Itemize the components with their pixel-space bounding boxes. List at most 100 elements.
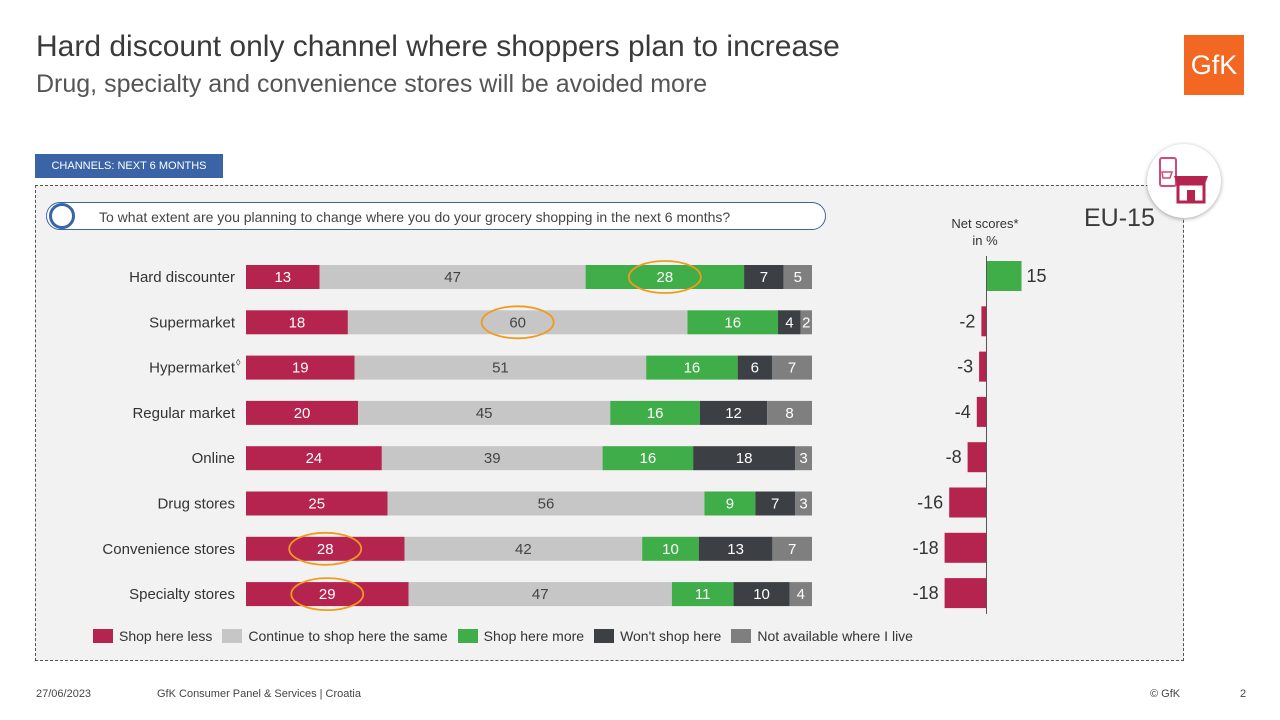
data-label: 28	[656, 269, 673, 286]
net-score-bar	[949, 487, 986, 518]
segment-shop-less	[246, 400, 359, 425]
data-label: 9	[726, 496, 734, 513]
data-label: 39	[484, 450, 501, 467]
segment-wont-shop	[755, 491, 796, 516]
data-label: 5	[794, 269, 802, 286]
net-score-bar	[981, 306, 986, 337]
net-scores-axis	[986, 256, 987, 614]
segment-same	[387, 491, 705, 516]
segment-not-available	[767, 400, 812, 425]
data-label: 13	[727, 541, 744, 558]
segment-more	[602, 446, 694, 471]
footer-copyright: © GfK	[1150, 688, 1181, 700]
segment-more	[687, 310, 779, 335]
legend-item-not-available-where-i-live: Not available where I live	[731, 628, 913, 644]
segment-wont-shop	[693, 446, 796, 471]
legend-label: Won't shop here	[620, 628, 722, 644]
segment-shop-less	[246, 265, 320, 289]
data-label: 29	[319, 586, 336, 603]
category-label: Regular market	[132, 405, 235, 422]
segment-more	[704, 491, 756, 516]
category-label: Drug stores	[157, 496, 235, 513]
segment-same	[404, 536, 643, 561]
data-label: 20	[294, 405, 311, 422]
segment-not-available	[771, 355, 812, 380]
category-superscript: ◊	[236, 358, 241, 368]
gfk-logo: GfK	[1184, 35, 1244, 95]
segment-not-available	[772, 536, 812, 561]
net-score-bar	[987, 261, 1022, 291]
data-label: 12	[725, 405, 742, 422]
segment-not-available	[789, 582, 812, 607]
data-label: 45	[476, 405, 493, 422]
legend-label: Shop here less	[119, 628, 213, 644]
legend-item-shop-here-more: Shop here more	[457, 628, 585, 644]
net-score-label: -18	[913, 538, 939, 558]
net-scores-title-line2: in %	[972, 233, 998, 248]
question-text: To what extent are you planning to chang…	[99, 209, 731, 225]
legend-label: Shop here more	[483, 628, 585, 644]
legend-swatch	[93, 629, 113, 643]
net-scores-title: Net scores* in %	[930, 215, 1040, 249]
data-label: 56	[538, 496, 555, 513]
segment-same	[358, 400, 611, 425]
shop-cart-icon	[1147, 144, 1221, 218]
data-label: 13	[274, 269, 291, 286]
segment-same	[354, 355, 647, 380]
segment-wont-shop	[744, 265, 784, 289]
data-label: 47	[532, 586, 549, 603]
net-score-bar	[944, 532, 986, 563]
data-label: 60	[509, 314, 526, 331]
legend-swatch	[457, 629, 478, 643]
segment-shop-less	[246, 536, 405, 561]
segment-not-available	[800, 310, 812, 335]
net-score-label: -4	[955, 402, 971, 422]
data-label: 16	[640, 450, 657, 467]
data-label: 6	[751, 360, 759, 377]
net-score-label: -3	[957, 357, 973, 377]
category-label: Specialty stores	[129, 586, 235, 603]
highlight-ring	[627, 260, 702, 294]
segment-shop-less	[246, 355, 355, 380]
category-label: Hard discounter	[129, 269, 235, 286]
data-label: 3	[799, 450, 807, 467]
segment-not-available	[795, 491, 812, 516]
data-label: 16	[647, 405, 664, 422]
highlight-ring	[480, 305, 555, 340]
highlight-ring	[290, 577, 365, 611]
segment-same	[319, 265, 586, 289]
data-label: 10	[662, 541, 679, 558]
data-label: 2	[802, 314, 810, 331]
page-subtitle: Drug, specialty and convenience stores w…	[36, 70, 708, 98]
data-label: 28	[317, 541, 334, 558]
segment-wont-shop	[778, 310, 801, 335]
segment-more	[671, 582, 734, 607]
net-score-bar	[967, 442, 986, 473]
data-label: 18	[736, 450, 753, 467]
segment-more	[646, 355, 738, 380]
legend-item-shop-here-less: Shop here less	[93, 628, 212, 644]
data-label: 3	[799, 496, 807, 513]
chart-legend: Shop here less Continue to shop here the …	[93, 628, 923, 644]
net-score-bar	[944, 578, 986, 609]
data-label: 16	[724, 314, 741, 331]
data-label: 4	[797, 586, 805, 603]
data-label: 10	[753, 586, 770, 603]
category-label: Supermarket	[149, 314, 236, 331]
legend-swatch	[222, 629, 243, 643]
data-label: 11	[695, 586, 711, 603]
segment-wont-shop	[698, 536, 773, 561]
data-label: 47	[444, 269, 461, 286]
data-label: 25	[308, 496, 325, 513]
category-label: Convenience stores	[102, 541, 235, 558]
data-label: 24	[306, 450, 323, 467]
page-title: Hard discount only channel where shopper…	[36, 30, 840, 63]
footer-page-number: 2	[1240, 688, 1247, 700]
net-score-label: -2	[959, 311, 975, 331]
segment-wont-shop	[733, 582, 790, 607]
data-label: 7	[788, 541, 796, 558]
data-label: 16	[684, 360, 701, 377]
data-label: 7	[771, 496, 779, 513]
